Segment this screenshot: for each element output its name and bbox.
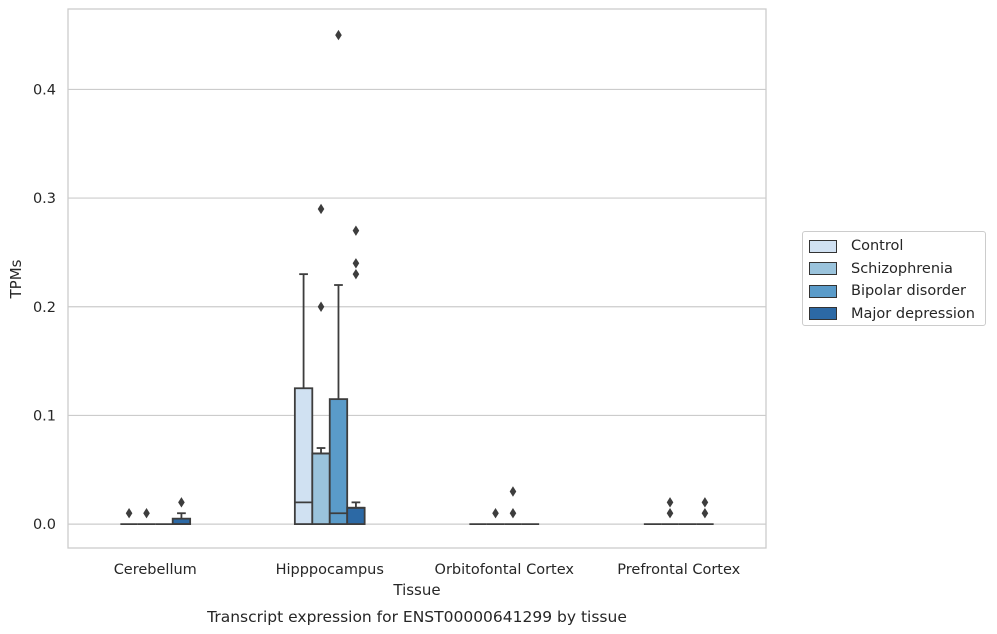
box-schizophrenia xyxy=(311,203,331,525)
y-tick-label: 0.4 xyxy=(33,82,56,98)
legend-swatch xyxy=(809,262,837,275)
outlier-point xyxy=(701,508,709,519)
legend-label: Control xyxy=(851,238,904,254)
legend-label: Schizophrenia xyxy=(851,260,953,277)
y-tick-label: 0.3 xyxy=(33,191,56,207)
legend-swatch xyxy=(809,239,837,253)
outlier-point xyxy=(143,508,150,519)
box-schizophrenia xyxy=(486,508,505,525)
y-axis-label: TPMs xyxy=(7,259,25,299)
outlier-point xyxy=(352,268,360,280)
plot-frame xyxy=(67,8,767,549)
outlier-point xyxy=(492,508,499,519)
legend-swatch xyxy=(809,284,837,298)
x-axis-label: Tissue xyxy=(392,581,440,599)
grid-lines xyxy=(68,88,766,525)
box-major-depression xyxy=(346,225,366,525)
legend-label: Bipolar disorder xyxy=(851,283,966,299)
box-body xyxy=(346,506,366,525)
outlier-point xyxy=(317,301,325,312)
box-schizophrenia xyxy=(137,508,156,525)
legend: Control Schizophrenia Bipolar disorder Majo… xyxy=(802,231,986,326)
outlier-point xyxy=(352,225,360,236)
outlier-point xyxy=(178,497,185,508)
legend-item: Control xyxy=(809,237,903,255)
y-tick-label: 0.2 xyxy=(33,300,56,316)
legend-item: Bipolar disorder xyxy=(809,282,966,300)
outlier-point xyxy=(509,508,517,519)
outlier-point xyxy=(666,508,674,519)
legend-item: Schizophrenia xyxy=(809,260,953,278)
x-tick-label: Hipppocampus xyxy=(276,562,384,578)
box-body xyxy=(328,398,349,525)
legend-swatch xyxy=(809,307,837,320)
box-schizophrenia xyxy=(661,497,679,525)
box-control xyxy=(293,273,314,525)
chart-title: Transcript expression for ENST0000064129… xyxy=(206,608,627,626)
outlier-point xyxy=(335,29,342,41)
y-tick-label: 0.0 xyxy=(33,517,56,533)
outlier-point xyxy=(125,508,133,519)
box-control xyxy=(120,508,138,525)
box-major-depression xyxy=(171,497,192,525)
outlier-point xyxy=(317,203,325,215)
outlier-point xyxy=(352,258,360,269)
box-series xyxy=(120,29,714,525)
box-bipolar-disorder xyxy=(504,486,522,525)
x-tick-label: Orbitofontal Cortex xyxy=(435,562,575,578)
box-body xyxy=(311,452,331,525)
x-tick-label: Cerebellum xyxy=(114,562,197,578)
outlier-point xyxy=(509,486,517,497)
tick-labels: 0.0 0.1 0.2 0.3 0.4 Cerebellum Hipppocampus Orb… xyxy=(33,82,741,578)
legend-item: Major depression xyxy=(809,305,975,323)
outlier-point xyxy=(701,497,709,508)
box-body xyxy=(293,387,314,525)
x-tick-label: Prefrontal Cortex xyxy=(617,562,740,578)
y-tick-label: 0.1 xyxy=(33,408,56,424)
box-major-depression xyxy=(696,497,714,525)
legend-label: Major depression xyxy=(851,305,975,322)
box-bipolar-disorder xyxy=(328,29,349,525)
outlier-point xyxy=(666,497,674,508)
